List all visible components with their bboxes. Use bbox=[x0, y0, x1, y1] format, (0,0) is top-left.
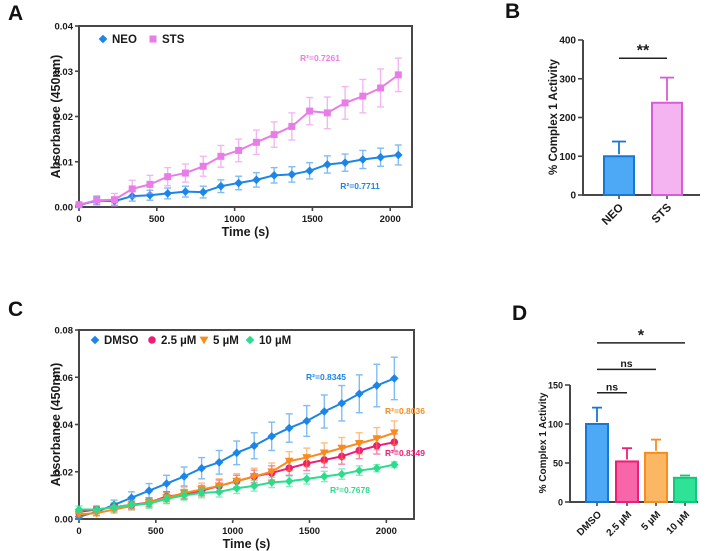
svg-text:2.5 µM: 2.5 µM bbox=[605, 509, 635, 539]
svg-text:5 µM: 5 µM bbox=[639, 509, 663, 533]
chart-d-bar-plot: 0 50 100 150% Complex 1 Activity DMSO 2.5 µM 5… bbox=[538, 327, 698, 539]
svg-text:50: 50 bbox=[553, 459, 563, 469]
svg-text:300: 300 bbox=[559, 74, 576, 85]
svg-text:1500: 1500 bbox=[299, 526, 320, 537]
svg-text:% Complex 1 Activity: % Complex 1 Activity bbox=[538, 392, 549, 493]
svg-text:200: 200 bbox=[559, 113, 576, 124]
svg-text:400: 400 bbox=[559, 36, 576, 47]
svg-text:0.04: 0.04 bbox=[55, 420, 74, 431]
svg-text:NEO: NEO bbox=[112, 34, 137, 46]
svg-text:*: * bbox=[638, 327, 645, 344]
svg-text:R²=0.8345: R²=0.8345 bbox=[306, 372, 346, 382]
svg-text:0.00: 0.00 bbox=[55, 203, 74, 214]
svg-text:1000: 1000 bbox=[222, 526, 243, 537]
svg-text:0.08: 0.08 bbox=[55, 326, 74, 337]
svg-text:R²=0.7261: R²=0.7261 bbox=[300, 53, 340, 63]
svg-text:0.06: 0.06 bbox=[55, 373, 74, 384]
svg-text:STS: STS bbox=[162, 34, 185, 46]
svg-text:R²=0.8349: R²=0.8349 bbox=[385, 448, 425, 458]
svg-text:STS: STS bbox=[650, 201, 675, 226]
svg-text:500: 500 bbox=[149, 214, 165, 225]
svg-text:Absorbance (450nm): Absorbance (450nm) bbox=[49, 363, 63, 487]
svg-text:0: 0 bbox=[570, 191, 576, 202]
svg-text:1500: 1500 bbox=[302, 214, 323, 225]
svg-text:2000: 2000 bbox=[380, 214, 401, 225]
svg-text:**: ** bbox=[637, 43, 650, 60]
svg-text:Absorbance (450nm): Absorbance (450nm) bbox=[49, 55, 63, 179]
svg-text:100: 100 bbox=[559, 152, 576, 163]
panel-a-label: A bbox=[8, 2, 24, 25]
svg-text:Time (s): Time (s) bbox=[222, 225, 270, 239]
svg-text:0: 0 bbox=[558, 498, 563, 508]
panel-b-label: B bbox=[505, 0, 521, 23]
svg-text:10 µM: 10 µM bbox=[665, 509, 693, 537]
chart-b-bar-plot: 0 100 200 300 400 % Complex 1 Activity NEO STS *… bbox=[548, 36, 700, 228]
svg-text:0.03: 0.03 bbox=[55, 67, 74, 78]
svg-text:0.00: 0.00 bbox=[55, 515, 74, 526]
chart-c-line-plot: 0 500 1000 1500 2000 0.00 0.02 0.04 0.06 0.08 Time… bbox=[49, 326, 425, 551]
panel-d-label: D bbox=[512, 302, 528, 325]
panel-d: D 0 50 100 150% Complex 1 Activity DMSO 2.5 µ… bbox=[440, 290, 708, 551]
svg-text:2.5 µM: 2.5 µM bbox=[161, 335, 196, 347]
chart-a-line-plot: 0 500 1000 1500 2000 0.00 0.01 0.02 0.03 0.04 Time… bbox=[49, 22, 413, 239]
svg-text:% Complex 1 Activity: % Complex 1 Activity bbox=[548, 58, 560, 174]
svg-text:DMSO: DMSO bbox=[575, 509, 604, 538]
svg-text:0.04: 0.04 bbox=[55, 22, 74, 33]
svg-text:100: 100 bbox=[548, 420, 563, 430]
svg-text:2000: 2000 bbox=[376, 526, 397, 537]
svg-text:DMSO: DMSO bbox=[104, 335, 139, 347]
svg-text:500: 500 bbox=[148, 526, 164, 537]
svg-text:10 µM: 10 µM bbox=[259, 335, 291, 347]
svg-text:Time (s): Time (s) bbox=[223, 537, 271, 551]
svg-text:5 µM: 5 µM bbox=[213, 335, 239, 347]
svg-text:0.01: 0.01 bbox=[55, 157, 74, 168]
panel-a: A 0 500 1000 1500 2000 0.00 0.01 0.02 0.03 0.04 Ti… bbox=[0, 0, 430, 272]
panel-c-label: C bbox=[8, 298, 24, 321]
svg-text:ns: ns bbox=[606, 381, 618, 393]
svg-text:R²=0.7711: R²=0.7711 bbox=[340, 181, 380, 191]
panel-b: B 0 100 200 300 400 % Complex 1 Activity NEO ST… bbox=[420, 0, 708, 272]
svg-text:0: 0 bbox=[76, 526, 81, 537]
svg-text:150: 150 bbox=[548, 381, 563, 391]
svg-text:ns: ns bbox=[620, 358, 632, 370]
svg-text:R²=0.7678: R²=0.7678 bbox=[330, 485, 370, 495]
panel-c: C 0 500 1000 1500 2000 0.00 0.02 0.04 0.06 0.08 Ti… bbox=[0, 290, 440, 551]
svg-text:R²=0.8036: R²=0.8036 bbox=[385, 406, 425, 416]
svg-text:NEO: NEO bbox=[600, 202, 626, 228]
svg-text:1000: 1000 bbox=[224, 214, 245, 225]
svg-text:0.02: 0.02 bbox=[55, 112, 74, 123]
svg-text:0.02: 0.02 bbox=[55, 467, 74, 478]
svg-text:0: 0 bbox=[76, 214, 81, 225]
